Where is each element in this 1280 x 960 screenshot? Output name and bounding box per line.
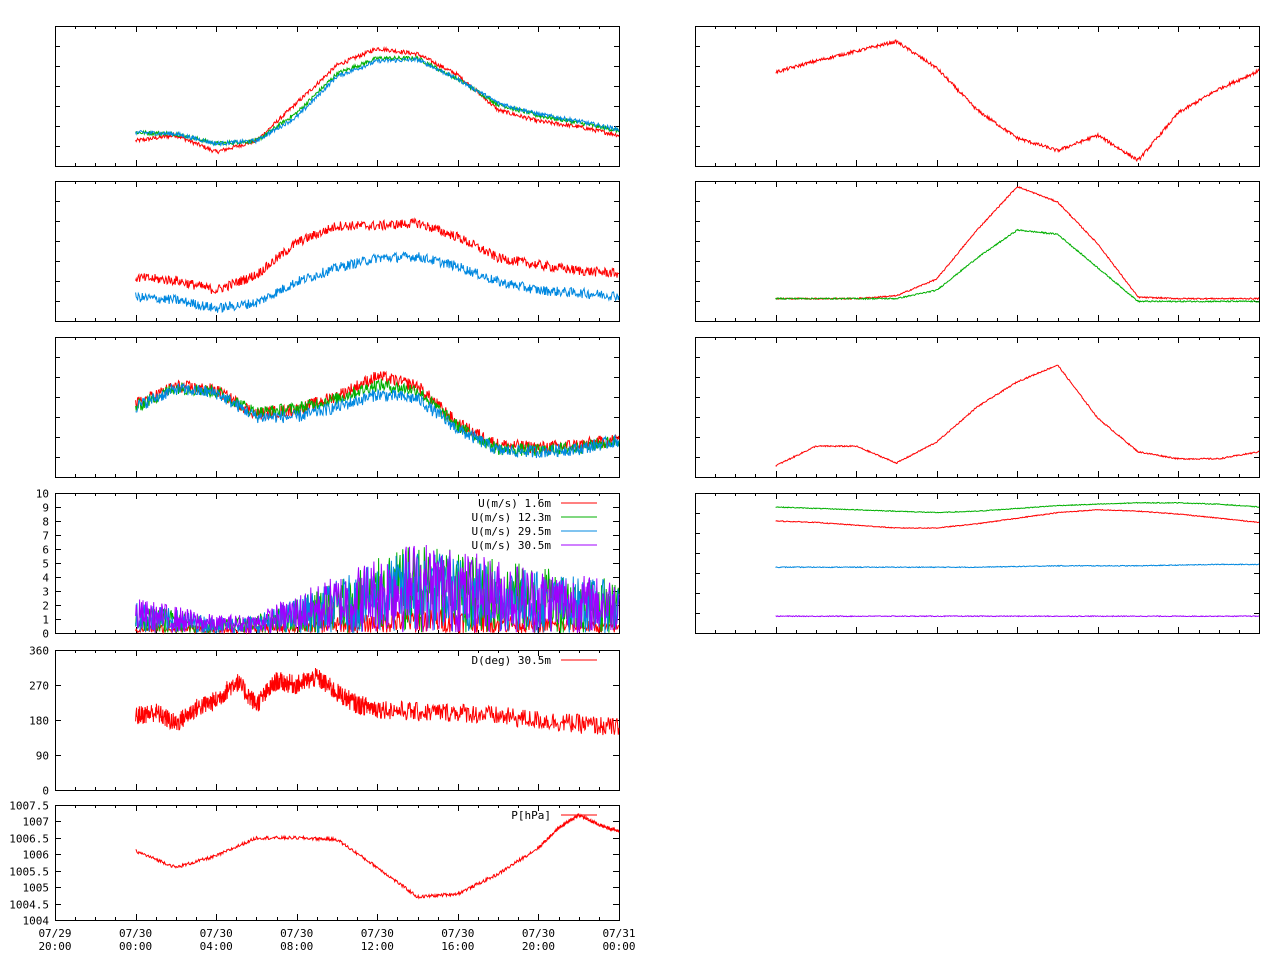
plot-frame [55, 805, 620, 921]
y-tick-label: 8 [42, 516, 49, 529]
plot-frame [695, 181, 1260, 322]
series-line [775, 364, 1260, 467]
series-line [775, 615, 1260, 618]
series-line [135, 54, 620, 147]
series-line [775, 509, 1260, 529]
series-line [135, 813, 620, 900]
x-tick-date: 07/31 [602, 927, 635, 940]
chart-humidity-profile [55, 337, 620, 478]
y-tick-label: 9 [42, 502, 49, 515]
chart-temp-pair [55, 181, 620, 322]
series-line [135, 45, 620, 155]
y-tick-label: 1007 [23, 816, 50, 829]
x-tick-date: 07/30 [361, 927, 394, 940]
y-tick-label: 4 [42, 572, 49, 585]
chart-level-channels [695, 493, 1260, 634]
series-line [775, 228, 1260, 303]
x-tick-label: 07/30 04:00 [200, 927, 233, 953]
y-tick-label: 2 [42, 600, 49, 613]
legend-label: U(m/s) 30.5m [472, 539, 552, 552]
series-line [135, 370, 620, 454]
y-tick-label: 270 [29, 680, 49, 693]
y-tick-label: 1006 [23, 849, 50, 862]
plot-frame [695, 26, 1260, 167]
x-tick-date: 07/29 [38, 927, 71, 940]
y-tick-label: 0 [42, 785, 49, 798]
legend-label: D(deg) 30.5m [472, 654, 552, 667]
y-tick-label: 90 [36, 750, 49, 763]
series-line [775, 501, 1260, 514]
series-line [775, 186, 1260, 301]
chart-snow-temp [695, 337, 1260, 478]
y-tick-label: 1005 [23, 882, 50, 895]
y-tick-label: 1 [42, 614, 49, 627]
series-line [135, 382, 620, 459]
legend-label: P[hPa] [511, 809, 551, 822]
series-line [135, 553, 620, 634]
series-line [135, 667, 620, 736]
y-tick-label: 0 [42, 628, 49, 641]
y-tick-label: 180 [29, 715, 49, 728]
x-tick-label: 07/30 20:00 [522, 927, 555, 953]
x-tick-label: 07/29 20:00 [38, 927, 71, 953]
x-tick-time: 12:00 [361, 940, 394, 953]
y-tick-label: 1004.5 [9, 899, 49, 912]
series-line [135, 251, 620, 313]
plot-frame [695, 337, 1260, 478]
legend-label: U(m/s) 12.3m [472, 511, 552, 524]
series-line [135, 544, 620, 634]
x-tick-date: 07/30 [522, 927, 555, 940]
x-tick-date: 07/30 [441, 927, 474, 940]
legend-label: U(m/s) 1.6m [478, 497, 551, 510]
y-tick-label: 7 [42, 530, 49, 543]
chart-radiation-top [695, 26, 1260, 167]
chart-solar-radiation [695, 181, 1260, 322]
x-tick-label: 07/31 00:00 [602, 927, 635, 953]
y-tick-label: 1006.5 [9, 833, 49, 846]
series-line [135, 57, 620, 147]
x-tick-time: 20:00 [38, 940, 71, 953]
x-tick-time: 16:00 [441, 940, 474, 953]
y-tick-label: 1005.5 [9, 866, 49, 879]
y-tick-label: 5 [42, 558, 49, 571]
y-tick-label: 10 [36, 488, 49, 501]
y-tick-label: 1007.5 [9, 800, 49, 813]
x-tick-label: 07/30 00:00 [119, 927, 152, 953]
series-line [775, 563, 1260, 569]
y-tick-label: 6 [42, 544, 49, 557]
y-tick-label: 1004 [23, 915, 50, 928]
y-tick-label: 3 [42, 586, 49, 599]
x-tick-date: 07/30 [280, 927, 313, 940]
chart-temp-profile [55, 26, 620, 167]
x-tick-label: 07/30 12:00 [361, 927, 394, 953]
x-tick-date: 07/30 [119, 927, 152, 940]
x-tick-date: 07/30 [200, 927, 233, 940]
plot-frame [55, 26, 620, 167]
x-tick-label: 07/30 16:00 [441, 927, 474, 953]
y-tick-label: 360 [29, 645, 49, 658]
x-tick-time: 00:00 [119, 940, 152, 953]
series-line [135, 217, 620, 294]
series-line [775, 39, 1260, 163]
chart-pressure: 1004 1004.5 1005 1005.5 1006 1006.5 1007 1007.5… [9, 800, 620, 928]
x-tick-time: 08:00 [280, 940, 313, 953]
x-tick-time: 20:00 [522, 940, 555, 953]
x-tick-time: 00:00 [602, 940, 635, 953]
x-tick-label: 07/30 08:00 [280, 927, 313, 953]
legend-label: U(m/s) 29.5m [472, 525, 552, 538]
chart-wind-direction: 0 90 180 270 360 D(deg) 30.5m [29, 645, 620, 798]
x-tick-time: 04:00 [200, 940, 233, 953]
